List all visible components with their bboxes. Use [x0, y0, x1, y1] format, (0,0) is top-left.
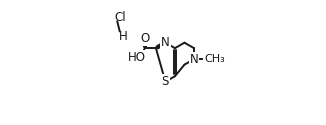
Text: HO: HO — [128, 51, 146, 64]
Text: S: S — [162, 75, 169, 88]
Text: H: H — [119, 30, 127, 43]
Text: O: O — [140, 32, 150, 45]
Text: N: N — [190, 53, 198, 66]
Text: Cl: Cl — [115, 11, 126, 24]
Text: CH₃: CH₃ — [204, 54, 225, 64]
Text: N: N — [161, 36, 170, 49]
